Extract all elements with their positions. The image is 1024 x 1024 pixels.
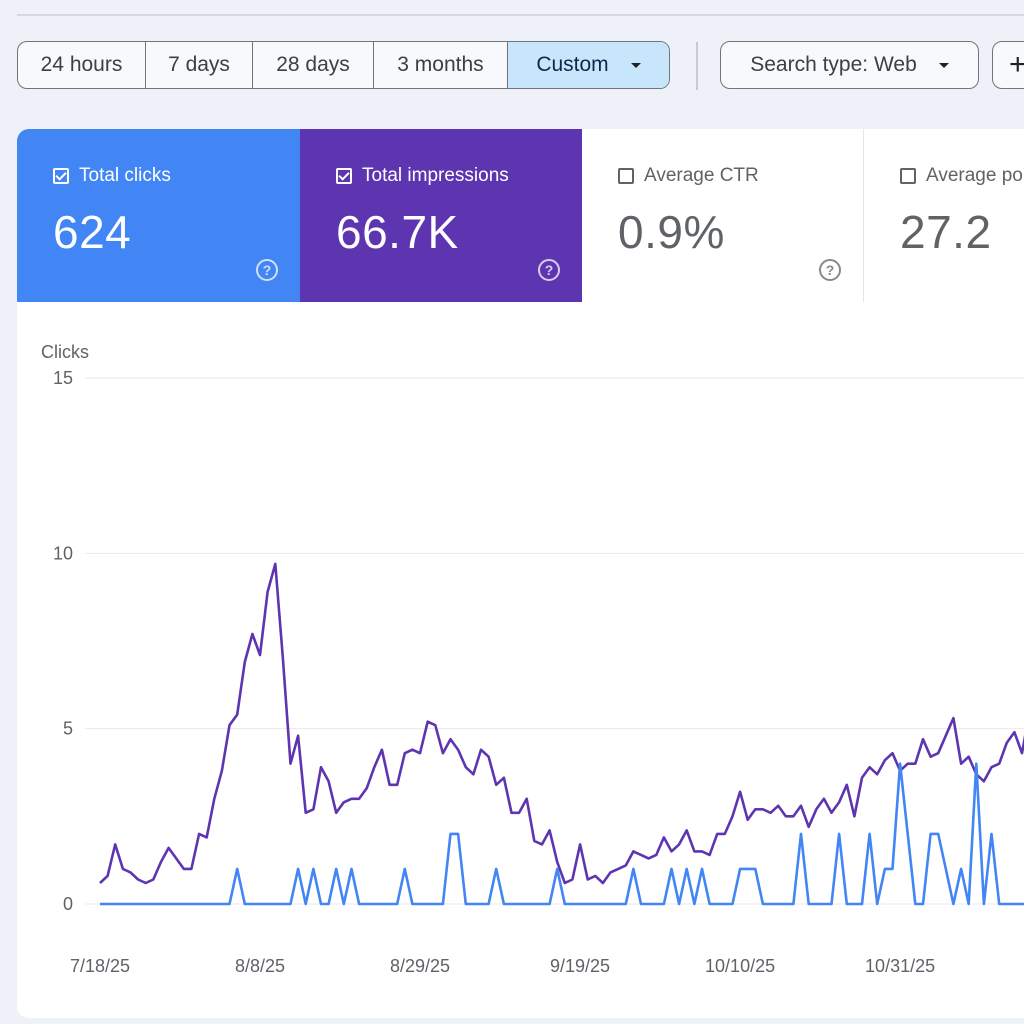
checkbox-unchecked-icon[interactable] [618,168,634,184]
checkbox-checked-icon[interactable] [336,168,352,184]
caret-down-icon [630,62,641,68]
caret-down-icon [938,62,949,68]
y-tick-label: 5 [63,719,73,739]
performance-chart: Clicks 0 5 10 15 7/18/25 8/8/25 8/29/25 9/19/25 1… [41,342,1024,976]
add-filter-button[interactable]: + [992,41,1024,89]
x-tick-label: 9/19/25 [550,956,610,976]
metric-card-average-position[interactable]: Average po 27.2 [864,129,1024,302]
x-tick-label: 10/10/25 [705,956,775,976]
search-type-dropdown[interactable]: Search type: Web [720,41,979,89]
range-custom-button[interactable]: Custom [508,42,669,88]
metric-value: 66.7K [336,206,459,258]
x-tick-label: 10/31/25 [865,956,935,976]
help-icon[interactable]: ? [256,259,278,281]
metric-label: Average CTR [644,165,759,186]
metric-label: Total impressions [362,165,509,186]
plus-icon: + [1009,48,1024,81]
search-type-label: Search type: Web [750,53,917,76]
toolbar-separator [696,42,698,90]
range-custom-label: Custom [536,53,609,76]
x-tick-label: 8/8/25 [235,956,285,976]
metric-cards: Total clicks 624 ? Total impressions 66.… [17,129,1024,302]
range-28-days-button[interactable]: 28 days [253,42,374,88]
metric-card-total-clicks[interactable]: Total clicks 624 ? [17,129,300,302]
y-tick-label: 15 [53,368,73,388]
y-axis-label: Clicks [41,342,89,362]
series-line-total-impressions [99,562,1024,885]
metric-card-average-ctr[interactable]: Average CTR 0.9% ? [582,129,864,302]
metric-value: 624 [53,206,132,258]
y-tick-label: 0 [63,894,73,914]
metric-value: 27.2 [900,206,992,258]
x-tick-label: 8/29/25 [390,956,450,976]
range-24-hours-button[interactable]: 24 hours [18,42,146,88]
performance-chart-panel: Clicks 0 5 10 15 7/18/25 8/8/25 8/29/25 9/19/25 1… [17,302,1024,1018]
date-range-selector: 24 hours 7 days 28 days 3 months Custom [17,41,670,89]
range-7-days-button[interactable]: 7 days [146,42,253,88]
metric-label: Average po [926,165,1023,186]
metric-value: 0.9% [618,206,725,258]
help-icon[interactable]: ? [819,259,841,281]
x-tick-label: 7/18/25 [70,956,130,976]
series-line-total-clicks [100,762,1024,906]
y-tick-label: 10 [53,543,73,563]
metric-label: Total clicks [79,165,171,186]
checkbox-unchecked-icon[interactable] [900,168,916,184]
range-3-months-button[interactable]: 3 months [374,42,508,88]
checkbox-checked-icon[interactable] [53,168,69,184]
metric-card-total-impressions[interactable]: Total impressions 66.7K ? [300,129,582,302]
top-divider [17,14,1024,16]
help-icon[interactable]: ? [538,259,560,281]
